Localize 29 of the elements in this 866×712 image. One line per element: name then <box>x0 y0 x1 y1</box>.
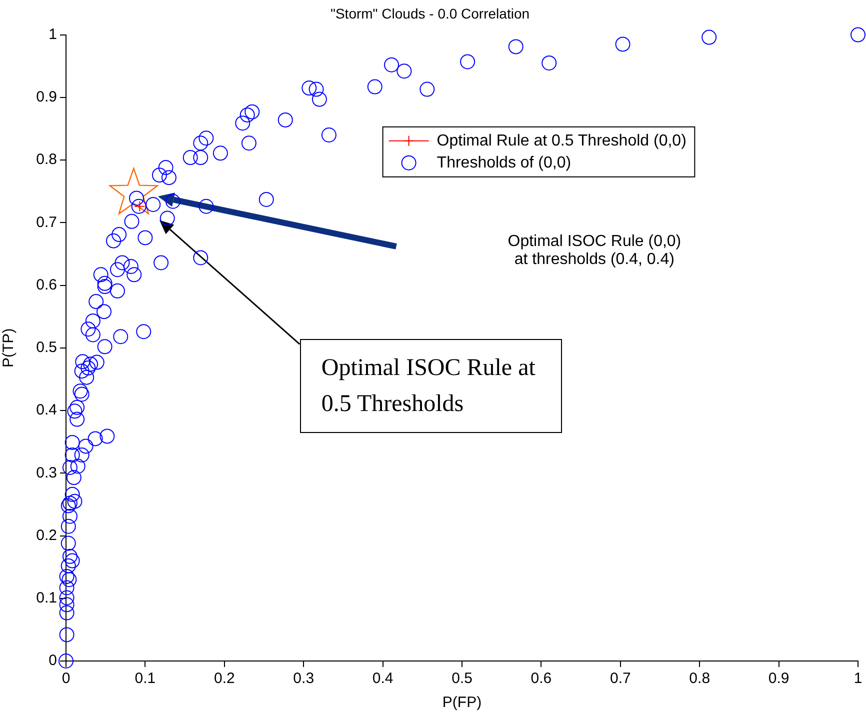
x-tick-label: 1 <box>854 670 862 688</box>
x-tick-label: 0.9 <box>768 670 790 688</box>
x-tick-label: 0.8 <box>689 670 710 688</box>
y-tick-label: 0.9 <box>36 88 57 106</box>
y-tick-label: 0.6 <box>36 276 57 294</box>
x-tick-label: 0.3 <box>293 670 314 688</box>
chart-title: "Storm" Clouds - 0.0 Correlation <box>330 5 530 22</box>
y-axis-title: P(TP) <box>0 328 18 368</box>
x-tick-label: 0.6 <box>530 670 552 688</box>
y-tick-label: 0.3 <box>36 464 57 482</box>
y-tick-label: 1 <box>48 26 57 43</box>
x-tick-label: 0.5 <box>452 670 472 688</box>
y-tick-label: 0.5 <box>36 339 57 356</box>
y-tick-label: 0.2 <box>36 526 57 544</box>
y-tick-label: 0.8 <box>36 151 57 168</box>
y-tick-label: 0.7 <box>36 214 57 231</box>
y-tick-label: 0.1 <box>36 590 57 607</box>
legend-label: Thresholds of (0,0) <box>436 154 572 172</box>
x-tick-label: 0 <box>62 670 70 688</box>
x-tick-label: 0.7 <box>610 670 631 688</box>
x-tick-label: 0.4 <box>372 670 394 688</box>
annotation: Optimal ISOC Rule at 0.5 Thresholds <box>300 339 562 434</box>
x-axis-title: P(FP) <box>442 694 482 712</box>
legend-label: Optimal Rule at 0.5 Threshold (0,0) <box>436 132 686 150</box>
annotation: Optimal ISOC Rule (0,0) at thresholds (0.4, 0.4) <box>508 233 682 270</box>
x-tick-label: 0.2 <box>214 670 235 688</box>
y-tick-label: 0 <box>48 652 57 670</box>
x-tick-label: 0.1 <box>134 670 156 688</box>
y-tick-label: 0.4 <box>36 402 57 419</box>
